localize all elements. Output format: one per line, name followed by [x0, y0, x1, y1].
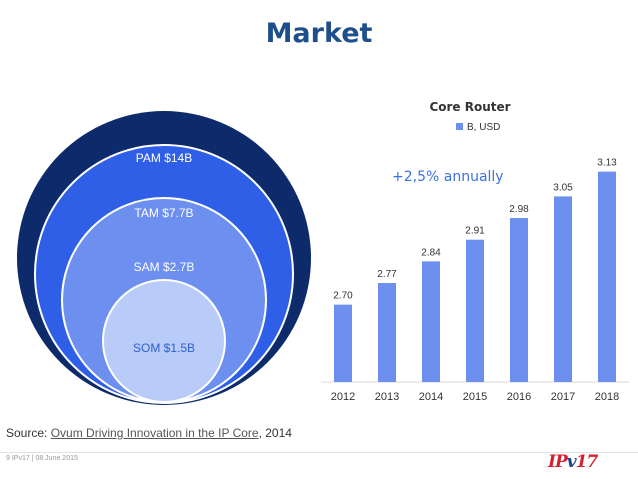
source-line: Source: Ovum Driving Innovation in the I…	[6, 426, 292, 440]
x-tick-label: 2017	[551, 391, 575, 403]
legend-swatch	[456, 123, 463, 130]
bar	[510, 218, 528, 382]
logo-v: v	[566, 452, 577, 472]
footer-divider	[0, 452, 638, 453]
x-tick-label: 2015	[463, 391, 487, 403]
source-suffix: , 2014	[258, 426, 292, 440]
bar	[334, 304, 352, 382]
chart-title: Core Router	[429, 100, 510, 114]
bar	[466, 239, 484, 382]
x-tick-label: 2018	[595, 391, 619, 403]
data-label: 2.77	[377, 269, 397, 280]
som-circle	[102, 279, 226, 403]
footer-text: 9 IPv17 | 08 June 2015	[6, 455, 78, 462]
bar	[554, 196, 572, 382]
data-label: 3.13	[597, 158, 617, 169]
data-label: 2.91	[465, 226, 485, 237]
data-label: 2.84	[421, 247, 441, 258]
tam-label: TAM $7.7B	[134, 206, 194, 220]
x-tick-label: 2016	[507, 391, 531, 403]
slide-title: Market	[265, 18, 373, 49]
ipv17-logo: IPv17	[548, 452, 599, 472]
pam-label: PAM $14B	[135, 151, 193, 165]
market-circles-diagram	[17, 111, 311, 405]
source-link[interactable]: Ovum Driving Innovation in the IP Core	[50, 426, 259, 440]
source-prefix: Source:	[6, 426, 51, 440]
sam-label: SAM $2.7B	[133, 260, 195, 274]
bar	[378, 283, 396, 382]
bar	[598, 171, 616, 382]
x-tick-label: 2012	[331, 391, 355, 403]
data-label: 2.70	[333, 291, 353, 302]
x-tick-label: 2013	[375, 391, 399, 403]
legend-label: B, USD	[467, 122, 500, 133]
bar	[422, 261, 440, 382]
x-tick-label: 2014	[419, 391, 443, 403]
data-label: 2.98	[509, 204, 529, 215]
data-label: 3.05	[553, 182, 573, 193]
logo-17: 17	[575, 452, 599, 472]
som-label: SOM $1.5B	[132, 341, 196, 355]
logo-ip: IP	[548, 452, 568, 472]
core-router-chart: Core Router B, USD 2.70 2012 2.77 2013 2.84 201…	[321, 100, 629, 403]
growth-annotation: +2,5% annually	[392, 169, 504, 185]
